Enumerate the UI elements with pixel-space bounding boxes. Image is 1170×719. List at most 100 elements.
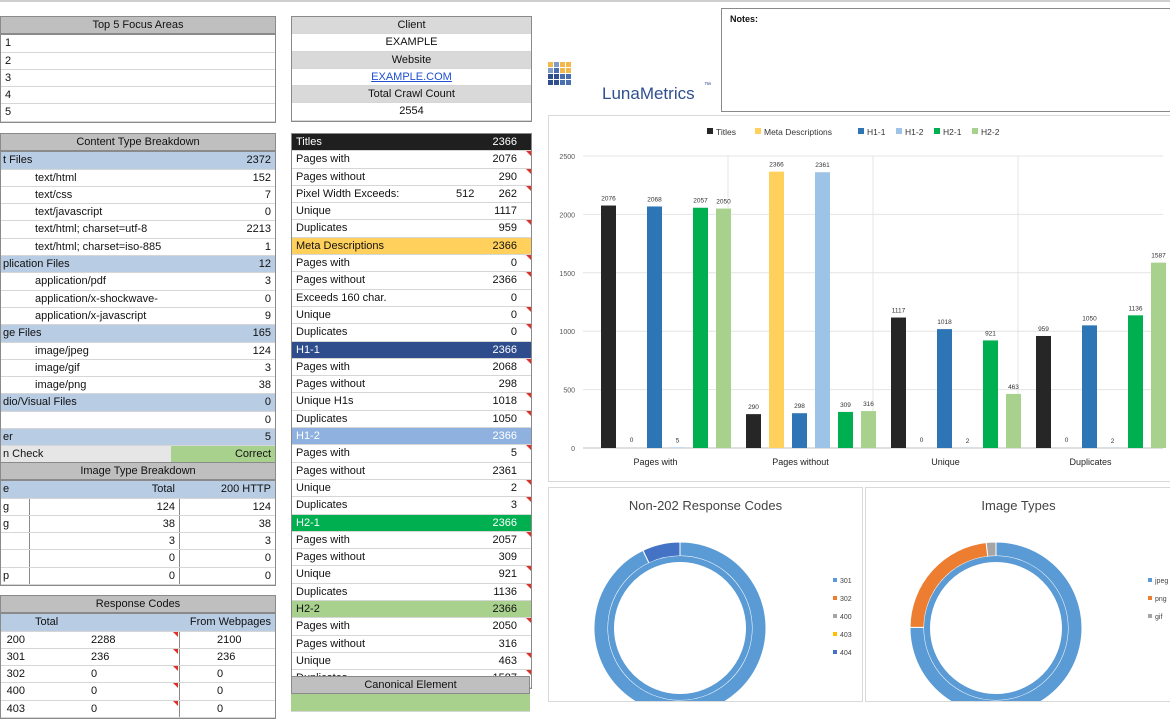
logo-square: [554, 74, 559, 79]
logo-square: [548, 68, 553, 73]
metric-label: Pages with: [296, 532, 350, 548]
image-type-total: 0: [169, 568, 175, 584]
content-type-label: text/html; charset=utf-8: [35, 221, 147, 237]
response-code: 200: [7, 632, 25, 648]
legend-swatch: [896, 128, 902, 134]
bar: [1036, 336, 1051, 448]
bar-value-label: 5: [676, 437, 680, 444]
image-type-header-cell: 200 HTTP: [221, 481, 271, 497]
metric-value: 959: [499, 220, 517, 236]
legend-swatch: [1148, 596, 1152, 600]
bar-value-label: 2361: [815, 162, 830, 169]
focus-area-number: 1: [5, 35, 11, 51]
metric-value: 1050: [493, 411, 517, 427]
top-divider: [0, 0, 1170, 2]
notes-box[interactable]: Notes:: [721, 8, 1170, 112]
metric-value: 2366: [493, 272, 517, 288]
focus-area-row[interactable]: 3: [1, 70, 275, 87]
bar: [1128, 315, 1143, 448]
y-tick-label: 2500: [559, 154, 575, 161]
content-type-value: 9: [265, 308, 271, 324]
column-divider: [29, 516, 30, 532]
focus-area-row[interactable]: 5: [1, 104, 275, 121]
column-divider: [179, 550, 180, 566]
website-link[interactable]: EXAMPLE.COM: [371, 71, 452, 83]
legend-swatch: [833, 596, 837, 600]
metric-label: Pages without: [296, 272, 365, 288]
comment-marker-icon: [526, 324, 531, 329]
donut-slice: [986, 542, 996, 556]
bar-value-label: 1018: [937, 319, 952, 326]
logo-square: [554, 80, 559, 85]
metric-label: Duplicates: [296, 497, 347, 513]
legend-label: Meta Descriptions: [764, 127, 832, 137]
content-type-value: 5: [265, 429, 271, 445]
image-type-200: 0: [265, 550, 271, 566]
metric-label: Unique: [296, 203, 331, 219]
inner-ring: [611, 559, 749, 697]
content-type-label: ge Files: [3, 325, 42, 341]
comment-marker-icon: [526, 359, 531, 364]
image-type-total: 3: [169, 533, 175, 549]
content-type-label: text/javascript: [35, 204, 102, 220]
bar-value-label: 298: [794, 403, 805, 410]
legend-label: 400: [840, 614, 852, 621]
bar-value-label: 2: [1111, 438, 1115, 445]
column-divider: [179, 649, 180, 665]
metric-value: 0: [511, 307, 517, 323]
content-type-label: text/css: [35, 187, 72, 203]
canonical-row: [291, 694, 530, 711]
content-type-value: 2372: [247, 152, 271, 168]
legend-swatch: [833, 632, 837, 636]
logo-square: [560, 68, 565, 73]
bar-value-label: 290: [748, 404, 759, 411]
response-total: 236: [91, 649, 109, 665]
bar-value-label: 959: [1038, 326, 1049, 333]
metric-value: 2068: [493, 359, 517, 375]
logo-square: [560, 62, 565, 67]
legend-swatch: [833, 578, 837, 582]
comment-marker-icon: [526, 272, 531, 277]
comment-marker-icon: [526, 670, 531, 675]
legend-label: H1-2: [905, 127, 924, 137]
focus-area-row[interactable]: 2: [1, 53, 275, 70]
x-category-label: Pages with: [633, 457, 677, 467]
focus-area-row[interactable]: 4: [1, 87, 275, 104]
metric-label: Unique: [296, 566, 331, 582]
content-type-label: application/x-javascript: [35, 308, 146, 324]
metric-value: 0: [511, 255, 517, 271]
logo-square: [566, 74, 571, 79]
bar: [693, 208, 708, 448]
metric-value: 1018: [493, 393, 517, 409]
metric-label: Pixel Width Exceeds:: [296, 186, 399, 202]
metric-row: Pages without 2366: [292, 272, 531, 289]
column-divider: [179, 632, 180, 648]
content-type-label: dio/Visual Files: [3, 394, 77, 410]
response-from-webpages: 0: [217, 666, 223, 682]
content-type-label: plication Files: [3, 256, 70, 272]
focus-area-row[interactable]: 1: [1, 35, 275, 52]
bar-value-label: 1117: [892, 308, 906, 315]
bar: [815, 172, 830, 448]
content-type-value: 2213: [247, 221, 271, 237]
comment-marker-icon: [173, 649, 178, 654]
image-type-200: 3: [265, 533, 271, 549]
